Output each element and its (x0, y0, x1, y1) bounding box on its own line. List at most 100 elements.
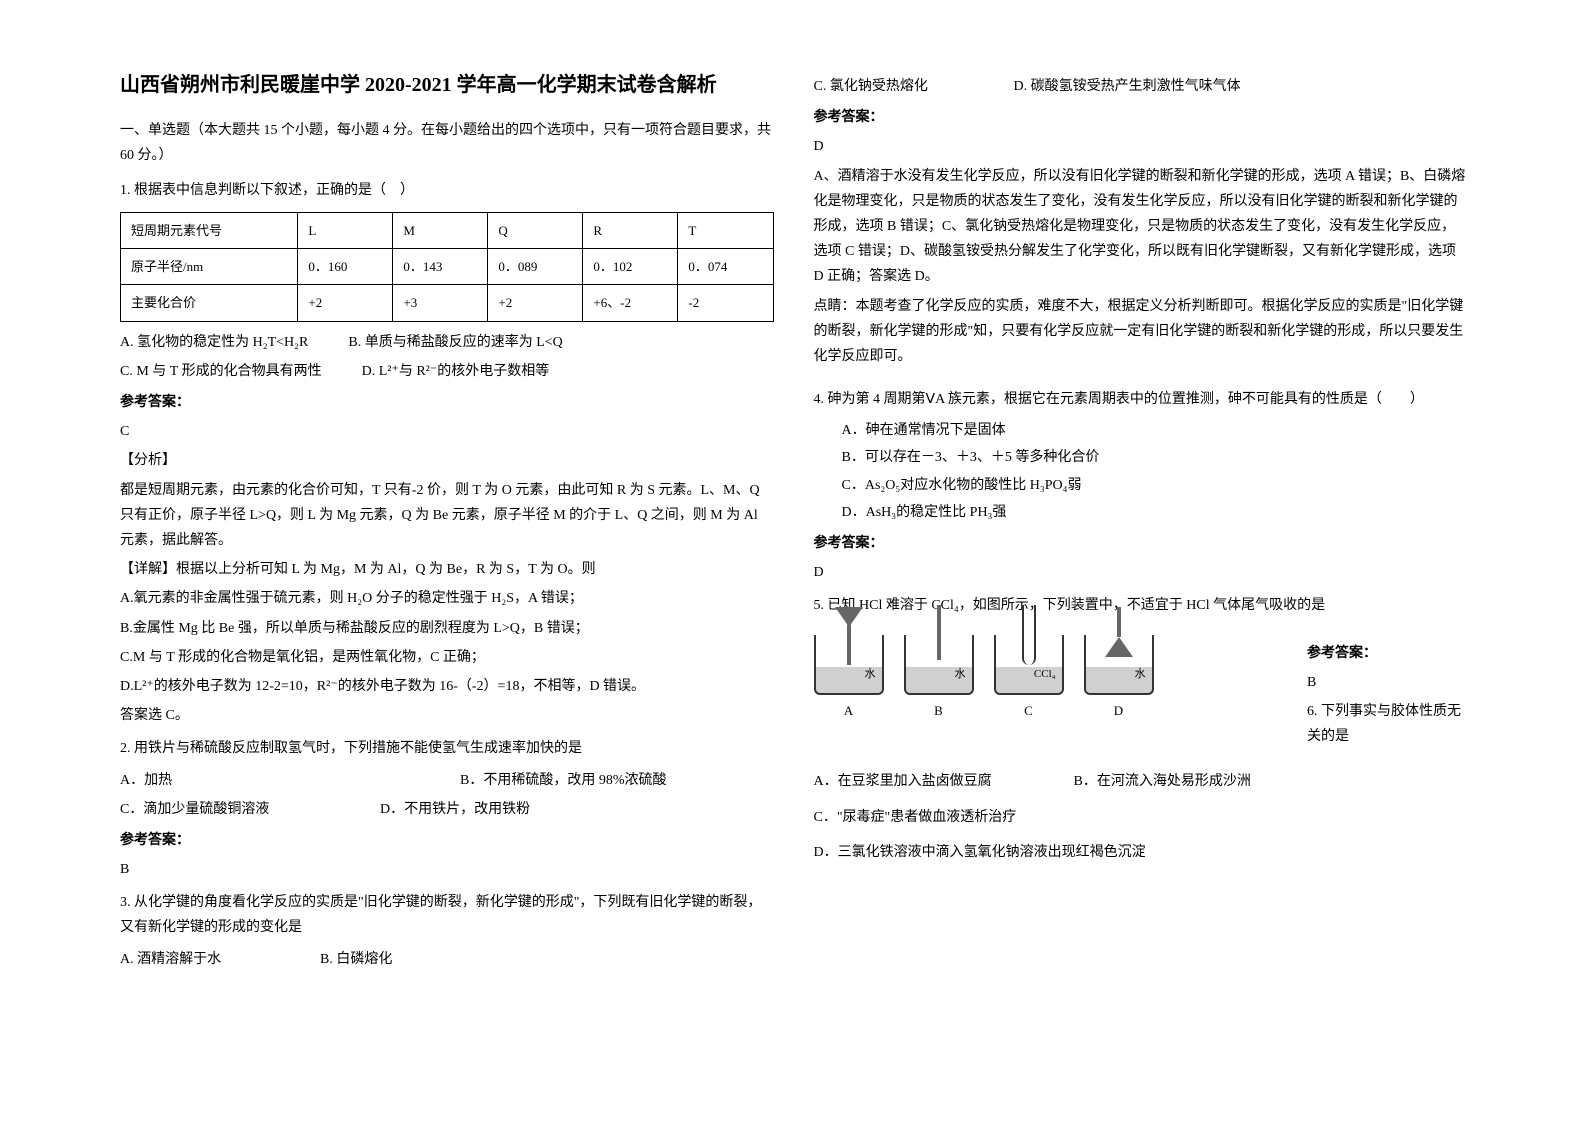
tube-icon (937, 605, 941, 660)
q1-optB: B. 单质与稀盐酸反应的速率为 L<Q (348, 330, 562, 355)
q4-optA: A．砷在通常情况下是固体 (814, 418, 1468, 443)
inverted-funnel-icon (1105, 637, 1133, 657)
q1-detailC: C.M 与 T 形成的化合物是氧化铝，是两性氧化物，C 正确； (120, 645, 774, 670)
funnel-stem-icon (1117, 607, 1121, 637)
apparatus-wrap: 水 A 水 B CCl₄ (814, 625, 1308, 726)
apparatus-row: 水 A 水 B CCl₄ (814, 635, 1308, 722)
beaker-icon: 水 (1084, 635, 1154, 695)
q1-analysis: 都是短周期元素，由元素的化合价可知，T 只有-2 价，则 T 为 O 元素，由此… (120, 478, 774, 554)
table-row: 原子半径/nm 0．160 0．143 0．089 0．102 0．074 (121, 248, 774, 284)
apparatus-label-D: D (1114, 699, 1123, 722)
question-4: 4. 砷为第 4 周期第ⅤA 族元素，根据它在元素周期表中的位置推测，砷不可能具… (814, 387, 1468, 585)
apparatus-label-B: B (934, 699, 943, 722)
cell: 0．074 (678, 248, 773, 284)
apparatus-A: 水 A (814, 635, 884, 722)
cell: 原子半径/nm (121, 248, 298, 284)
q4-answer: D (814, 560, 1468, 585)
answer-label: 参考答案： (120, 390, 774, 415)
cell: -2 (678, 285, 773, 321)
q1-table: 短周期元素代号 L M Q R T 原子半径/nm 0．160 0．143 0．… (120, 212, 774, 322)
cell: T (678, 212, 773, 248)
q2-text: 2. 用铁片与稀硫酸反应制取氢气时，下列措施不能使氢气生成速率加快的是 (120, 736, 774, 761)
cell: 0．089 (488, 248, 583, 284)
label-water: 水 (955, 665, 966, 685)
q6-text: 6. 下列事实与胶体性质无关的是 (1307, 699, 1467, 749)
analysis-label: 【分析】 (120, 448, 774, 473)
q1-answer: C (120, 419, 774, 444)
q2-options-row2: C．滴加少量硫酸铜溶液 D．不用铁片，改用铁粉 (120, 797, 774, 822)
cell: +6、-2 (583, 285, 678, 321)
cell: +3 (393, 285, 488, 321)
question-3: 3. 从化学键的角度看化学反应的实质是"旧化学键的断裂，新化学键的形成"，下列既… (120, 890, 774, 972)
cell: 0．143 (393, 248, 488, 284)
label-ccl4: CCl₄ (1034, 665, 1056, 685)
q4-optD: D．AsH₃的稳定性比 PH₃强 (814, 500, 1468, 525)
q5-figure-and-answer: 水 A 水 B CCl₄ (814, 625, 1468, 750)
q6-optB: B．在河流入海处易形成沙洲 (1074, 769, 1251, 794)
q3-optB: B. 白磷熔化 (320, 947, 392, 972)
q1-detailD: D.L²⁺的核外电子数为 12-2=10，R²⁻的核外电子数为 16-（-2）=… (120, 674, 774, 699)
q6-options-row1: A．在豆浆里加入盐卤做豆腐 B．在河流入海处易形成沙洲 (814, 769, 1468, 794)
cell: 0．102 (583, 248, 678, 284)
table-row: 主要化合价 +2 +3 +2 +6、-2 -2 (121, 285, 774, 321)
cell: 0．160 (298, 248, 393, 284)
right-column: C. 氯化钠受热熔化 D. 碳酸氢铵受热产生刺激性气味气体 参考答案： D A、… (794, 70, 1488, 1052)
answer-label: 参考答案： (1307, 641, 1467, 666)
q5-text: 5. 已知 HCl 难溶于 CCl₄，如图所示，下列装置中，不适宜于 HCl 气… (814, 593, 1468, 618)
cell: R (583, 212, 678, 248)
section-header: 一、单选题（本大题共 15 个小题，每小题 4 分。在每小题给出的四个选项中，只… (120, 118, 774, 168)
cell: Q (488, 212, 583, 248)
q3-explain2: 点睛：本题考查了化学反应的实质，难度不大，根据定义分析判断即可。根据化学反应的实… (814, 294, 1468, 370)
q3-answer: D (814, 134, 1468, 159)
beaker-icon: 水 (814, 635, 884, 695)
apparatus-label-A: A (844, 699, 853, 722)
funnel-stem-icon (847, 625, 851, 665)
q6-optA: A．在豆浆里加入盐卤做豆腐 (814, 769, 1034, 794)
q1-detail-label: 【详解】根据以上分析可知 L 为 Mg，M 为 Al，Q 为 Be，R 为 S，… (120, 557, 774, 582)
q2-optB: B．不用稀硫酸，改用 98%浓硫酸 (460, 768, 667, 793)
cell: 主要化合价 (121, 285, 298, 321)
q2-optC: C．滴加少量硫酸铜溶液 (120, 797, 340, 822)
q3-options-row1: A. 酒精溶解于水 B. 白磷熔化 (120, 947, 774, 972)
q2-answer: B (120, 857, 774, 882)
q3-options-row2: C. 氯化钠受热熔化 D. 碳酸氢铵受热产生刺激性气味气体 (814, 74, 1468, 99)
answer-label: 参考答案： (814, 105, 1468, 130)
q4-optC: C．As₂O₅对应水化物的酸性比 H₃PO₄弱 (814, 473, 1468, 498)
q4-text: 4. 砷为第 4 周期第ⅤA 族元素，根据它在元素周期表中的位置推测，砷不可能具… (814, 387, 1468, 412)
q2-optD: D．不用铁片，改用铁粉 (380, 797, 530, 822)
funnel-icon (835, 607, 863, 627)
q3-optD: D. 碳酸氢铵受热产生刺激性气味气体 (1014, 74, 1241, 99)
q6-optD: D．三氯化铁溶液中滴入氢氧化钠溶液出现红褐色沉淀 (814, 840, 1468, 865)
answer-label: 参考答案： (120, 828, 774, 853)
q1-optD: D. L²⁺与 R²⁻的核外电子数相等 (362, 359, 550, 384)
question-1: 1. 根据表中信息判断以下叙述，正确的是（ ） 短周期元素代号 L M Q R … (120, 178, 774, 728)
document-title: 山西省朔州市利民暖崖中学 2020-2021 学年高一化学期末试卷含解析 (120, 70, 774, 100)
q5-answer: B (1307, 670, 1467, 695)
beaker-icon: CCl₄ (994, 635, 1064, 695)
question-2: 2. 用铁片与稀硫酸反应制取氢气时，下列措施不能使氢气生成速率加快的是 A．加热… (120, 736, 774, 882)
table-row: 短周期元素代号 L M Q R T (121, 212, 774, 248)
q1-optA: A. 氢化物的稳定性为 H₂T<H₂R (120, 330, 308, 355)
cell: M (393, 212, 488, 248)
cell: 短周期元素代号 (121, 212, 298, 248)
question-6: A．在豆浆里加入盐卤做豆腐 B．在河流入海处易形成沙洲 C．"尿毒症"患者做血液… (814, 769, 1468, 865)
q3-optC: C. 氯化钠受热熔化 (814, 74, 974, 99)
q2-optA: A．加热 (120, 768, 420, 793)
apparatus-D: 水 D (1084, 635, 1154, 722)
q3-explain1: A、酒精溶于水没有发生化学反应，所以没有旧化学键的断裂和新化学键的形成，选项 A… (814, 164, 1468, 290)
q3-text: 3. 从化学键的角度看化学反应的实质是"旧化学键的断裂，新化学键的形成"，下列既… (120, 890, 774, 940)
tube-icon (1022, 605, 1036, 665)
q4-optB: B．可以存在－3、＋3、＋5 等多种化合价 (814, 445, 1468, 470)
cell: L (298, 212, 393, 248)
q1-text: 1. 根据表中信息判断以下叙述，正确的是（ ） (120, 178, 774, 203)
apparatus-label-C: C (1024, 699, 1033, 722)
q3-optA: A. 酒精溶解于水 (120, 947, 280, 972)
label-water: 水 (1135, 665, 1146, 685)
cell: +2 (488, 285, 583, 321)
q1-options-row2: C. M 与 T 形成的化合物具有两性 D. L²⁺与 R²⁻的核外电子数相等 (120, 359, 774, 384)
q1-conclusion: 答案选 C。 (120, 703, 774, 728)
apparatus-C: CCl₄ C (994, 635, 1064, 722)
q6-optC: C．"尿毒症"患者做血液透析治疗 (814, 805, 1468, 830)
question-5: 5. 已知 HCl 难溶于 CCl₄，如图所示，下列装置中，不适宜于 HCl 气… (814, 593, 1468, 749)
q1-detailA: A.氧元素的非金属性强于硫元素，则 H₂O 分子的稳定性强于 H₂S，A 错误； (120, 586, 774, 611)
